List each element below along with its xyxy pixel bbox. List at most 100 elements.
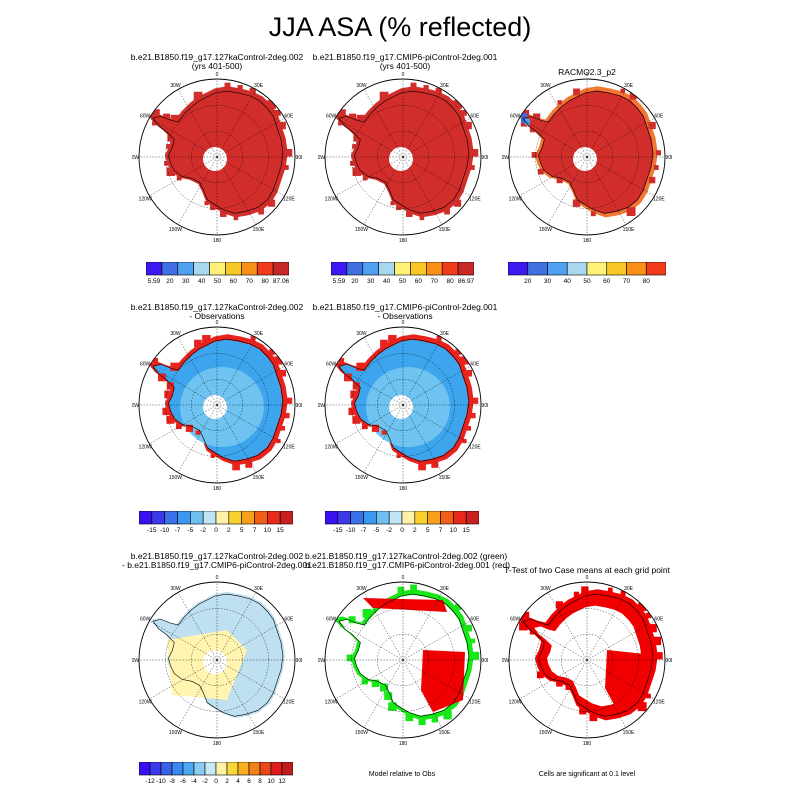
colorbar-tick-label: 40: [197, 278, 206, 285]
grid-cell: [279, 369, 287, 377]
colorbar-tick-label: 0: [400, 527, 404, 534]
colorbar-swatch: [193, 762, 206, 776]
grid-cell: [390, 201, 395, 206]
grid-cell: [470, 412, 476, 419]
colorbar-swatch: [193, 262, 210, 276]
colorbar-tick-label: -7: [174, 527, 181, 534]
longitude-label: 60E: [654, 617, 664, 623]
colorbar-swatch: [228, 511, 242, 525]
colorbar-tick-label: -10: [345, 527, 356, 534]
grid-cell: [284, 148, 293, 157]
colorbar-swatch: [149, 762, 162, 776]
longitude-label: 180: [213, 238, 222, 242]
latitude-circle: [191, 379, 243, 431]
meridian: [216, 117, 285, 158]
meridian: [402, 156, 443, 225]
colorbar-tick-label: 7: [438, 527, 443, 534]
grid-cell: [250, 335, 256, 341]
grid-cell: [176, 175, 182, 181]
longitude-label: 150W: [169, 227, 182, 233]
meridian: [402, 337, 443, 406]
colorbar-tick-label: 80: [446, 278, 454, 285]
colorbar-tick-label: 30: [182, 278, 190, 285]
grid-cell: [361, 423, 368, 430]
grid-cell: [346, 654, 354, 662]
grid-cell: [645, 612, 652, 619]
grid-cell: [464, 121, 472, 130]
colorbar-swatch: [139, 762, 151, 776]
longitude-label: 120W: [325, 445, 338, 451]
grid-cell: [581, 586, 589, 594]
grid-cell: [349, 113, 357, 121]
map-field: [139, 582, 295, 738]
pole-hole: [389, 395, 413, 419]
longitude-label: 30W: [170, 83, 181, 89]
longitude-label: 90E: [482, 658, 488, 664]
grid-cell: [462, 438, 467, 444]
grid-cell: [405, 713, 414, 722]
panel-title-case2: b.e21.B1850.f19_g17.CMIP6-piControl-2deg…: [312, 52, 498, 71]
meridian: [547, 89, 588, 158]
map-border: [138, 581, 296, 739]
panel-title-obs: RACMO2.3_p2: [558, 67, 616, 77]
grid-cell: [453, 100, 462, 109]
longitude-label: 0: [216, 575, 219, 581]
grid-cell: [529, 630, 534, 635]
colorbar-tick-label: 50: [583, 278, 591, 285]
grid-cell: [396, 204, 402, 211]
longitude-label: 90W: [132, 403, 139, 409]
colorbar-tick-label: 0: [214, 778, 218, 785]
grid-cell: [170, 114, 180, 124]
longitude-label: 30W: [170, 331, 181, 337]
longitude-label: 90E: [666, 658, 672, 664]
grid-cell: [466, 426, 472, 431]
longitude-label: 120W: [325, 197, 338, 203]
colorbar-swatch: [146, 262, 163, 276]
grid-cell: [170, 362, 179, 372]
colorbar-tick-label: -12: [145, 778, 155, 785]
longitude-label: 150W: [169, 730, 182, 736]
longitude-label: 120W: [509, 197, 522, 203]
grid-cell: [455, 349, 461, 355]
longitude-label: 90W: [318, 403, 325, 409]
grid-cell: [166, 144, 172, 149]
longitude-label: 0: [586, 575, 589, 581]
meridian: [402, 659, 471, 700]
colorbar-swatch: [441, 262, 459, 276]
longitude-label: 120E: [653, 700, 665, 706]
map-case1-minus-obs: 0 30E 60E 90E 120E 150E 180 150W 120W 90W 60W 30W: [132, 320, 302, 490]
map-field: [509, 79, 665, 235]
colorbar-tick-label: -10: [156, 778, 166, 785]
grid-cell: [361, 678, 369, 685]
longitude-label: 150E: [439, 227, 451, 233]
grid-cell: [572, 199, 581, 207]
meridian: [216, 620, 285, 661]
grid-cell: [233, 215, 239, 221]
meridian: [335, 620, 404, 661]
colorbar-swatch: [325, 511, 339, 525]
grid-cell: [152, 109, 160, 117]
colorbar-tick-label: 20: [524, 278, 532, 285]
pole-hole: [573, 650, 597, 674]
meridian: [335, 365, 404, 406]
coastline: [522, 593, 654, 717]
note-ttest: Cells are significant at 0.1 level: [538, 771, 636, 778]
coastline: [338, 90, 470, 214]
meridian: [216, 156, 285, 197]
pole-hole: [203, 147, 227, 171]
colorbar-tick-label: -6: [180, 778, 186, 785]
grid-cell: [210, 453, 215, 458]
colorbar-swatch: [259, 762, 272, 776]
meridian: [149, 365, 218, 406]
longitude-label: 0: [402, 72, 405, 78]
grid-cell: [423, 85, 429, 91]
map-field: [325, 79, 481, 235]
longitude-label: 90E: [296, 658, 302, 664]
grid-cell: [348, 616, 356, 624]
colorbar-swatch: [410, 262, 427, 276]
map-border: [324, 78, 482, 236]
colorbar-swatch: [388, 511, 403, 525]
colorbar-swatch: [215, 762, 228, 776]
grid-cell: [348, 407, 356, 416]
colorbar-tick-label: 40: [382, 278, 391, 285]
